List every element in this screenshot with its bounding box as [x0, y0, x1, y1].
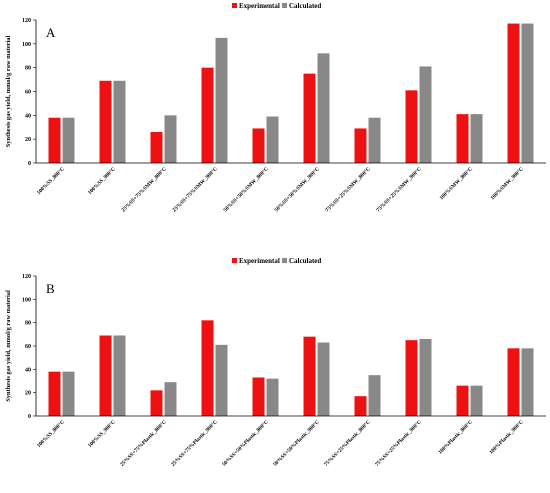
bar-calculated-7	[368, 117, 381, 163]
bar-experimental-6	[303, 73, 316, 163]
y-axis-title: Synthesis gas yield, mmol/g raw material	[5, 36, 12, 148]
category-label: 25%SS+75%SMW_800°C	[120, 165, 168, 213]
category-label: 25%SS+75%SMW_900°C	[171, 165, 219, 213]
y-tick-label: 60	[25, 344, 31, 350]
category-label: 75%SS+25%Plastic_800°C	[323, 418, 372, 467]
bar-calculated-5	[266, 116, 279, 163]
bar-experimental-10	[507, 348, 520, 416]
bar-experimental-1	[48, 371, 61, 416]
y-tick-label: 40	[25, 367, 31, 373]
y-tick-label: 60	[25, 90, 31, 96]
bar-calculated-1	[62, 117, 75, 163]
bar-experimental-2	[99, 335, 112, 416]
bar-experimental-4	[201, 320, 214, 416]
bar-experimental-6	[303, 336, 316, 416]
y-tick-label: 100	[22, 42, 31, 48]
bar-calculated-2	[113, 80, 126, 163]
bar-calculated-9	[470, 114, 483, 163]
bar-calculated-3	[164, 382, 177, 416]
panel-label: A	[46, 25, 56, 40]
legend-swatch-experimental	[232, 258, 237, 263]
legend-label-calculated: Calculated	[289, 2, 321, 10]
bar-experimental-7	[354, 128, 367, 163]
bar-calculated-3	[164, 115, 177, 163]
y-tick-label: 40	[25, 113, 31, 119]
category-label: 100%SS_900°C	[86, 165, 117, 196]
panel-label: B	[46, 281, 55, 296]
category-label: 50%SS+50%SMW_800°C	[222, 165, 270, 213]
y-tick-label: 0	[28, 161, 31, 167]
legend-swatch-experimental	[232, 3, 237, 8]
bar-experimental-1	[48, 117, 61, 163]
bar-calculated-9	[470, 385, 483, 416]
bar-calculated-8	[419, 339, 432, 416]
category-label: 50%SS+50%Plastic_900°C	[272, 418, 321, 467]
bar-experimental-7	[354, 396, 367, 416]
category-label: 75%SS+25%Plastic_900°C	[374, 418, 423, 467]
y-tick-label: 80	[25, 66, 31, 72]
y-tick-label: 80	[25, 321, 31, 327]
chart-panel-b: Experimental Calculated 100%SS_800°C 100%SS…	[5, 257, 546, 468]
category-label: 100%Plastic_800°C	[437, 418, 474, 455]
y-tick-label: 100	[22, 297, 31, 303]
category-label: 50%SS+50%Plastic_800°C	[221, 418, 270, 467]
category-label: 75%SS+25%SMW_900°C	[375, 165, 423, 213]
bar-calculated-6	[317, 342, 330, 416]
bar-experimental-3	[150, 132, 163, 163]
category-label: 100%SS_900°C	[86, 418, 117, 449]
bar-experimental-8	[405, 340, 418, 416]
bar-calculated-10	[521, 23, 534, 164]
bar-experimental-2	[99, 80, 112, 163]
bar-calculated-1	[62, 371, 75, 416]
bar-calculated-4	[215, 37, 228, 163]
bar-experimental-9	[456, 385, 469, 416]
legend-label-experimental: Experimental	[239, 2, 280, 10]
category-label: 100%SS_800°C	[35, 418, 66, 449]
category-label: 75%SS+25%SMW_800°C	[324, 165, 372, 213]
y-axis-title: Synthesis gas yield, mmol/g raw material	[5, 290, 12, 402]
category-label: 100%SMW_900°C	[489, 165, 525, 201]
bar-experimental-10	[507, 23, 520, 164]
y-tick-label: 20	[25, 137, 31, 143]
legend: Experimental Calculated	[232, 2, 321, 10]
category-label: 100%SMW_800°C	[438, 165, 474, 201]
bar-calculated-4	[215, 344, 228, 416]
legend-swatch-calculated	[282, 3, 287, 8]
bar-calculated-8	[419, 66, 432, 163]
chart-panel-a: Experimental Calculated 100%SS_800°C 100%SS…	[5, 2, 546, 214]
category-label: 50%SS+50%SMW_900°C	[273, 165, 321, 213]
bar-experimental-5	[252, 128, 265, 163]
legend-label-calculated: Calculated	[289, 257, 321, 265]
category-label: 100%Plastic_900°C	[488, 418, 525, 455]
bar-experimental-3	[150, 390, 163, 416]
bar-calculated-2	[113, 335, 126, 416]
bar-calculated-5	[266, 378, 279, 416]
legend-swatch-calculated	[282, 258, 287, 263]
bar-experimental-4	[201, 67, 214, 163]
category-label: 100%SS_800°C	[35, 165, 66, 196]
bar-calculated-10	[521, 348, 534, 416]
legend-label-experimental: Experimental	[239, 257, 280, 265]
bar-experimental-8	[405, 90, 418, 163]
bar-experimental-5	[252, 377, 265, 416]
y-tick-label: 120	[22, 18, 31, 24]
y-tick-label: 120	[22, 274, 31, 280]
bar-experimental-9	[456, 114, 469, 163]
bar-calculated-7	[368, 375, 381, 416]
category-label: 25%SS+75%Plastic_800°C	[119, 418, 168, 467]
y-tick-label: 20	[25, 391, 31, 397]
y-tick-label: 0	[28, 414, 31, 420]
bar-calculated-6	[317, 53, 330, 163]
legend: Experimental Calculated	[232, 257, 321, 265]
category-label: 25%SS+75%Plastic_900°C	[170, 418, 219, 467]
